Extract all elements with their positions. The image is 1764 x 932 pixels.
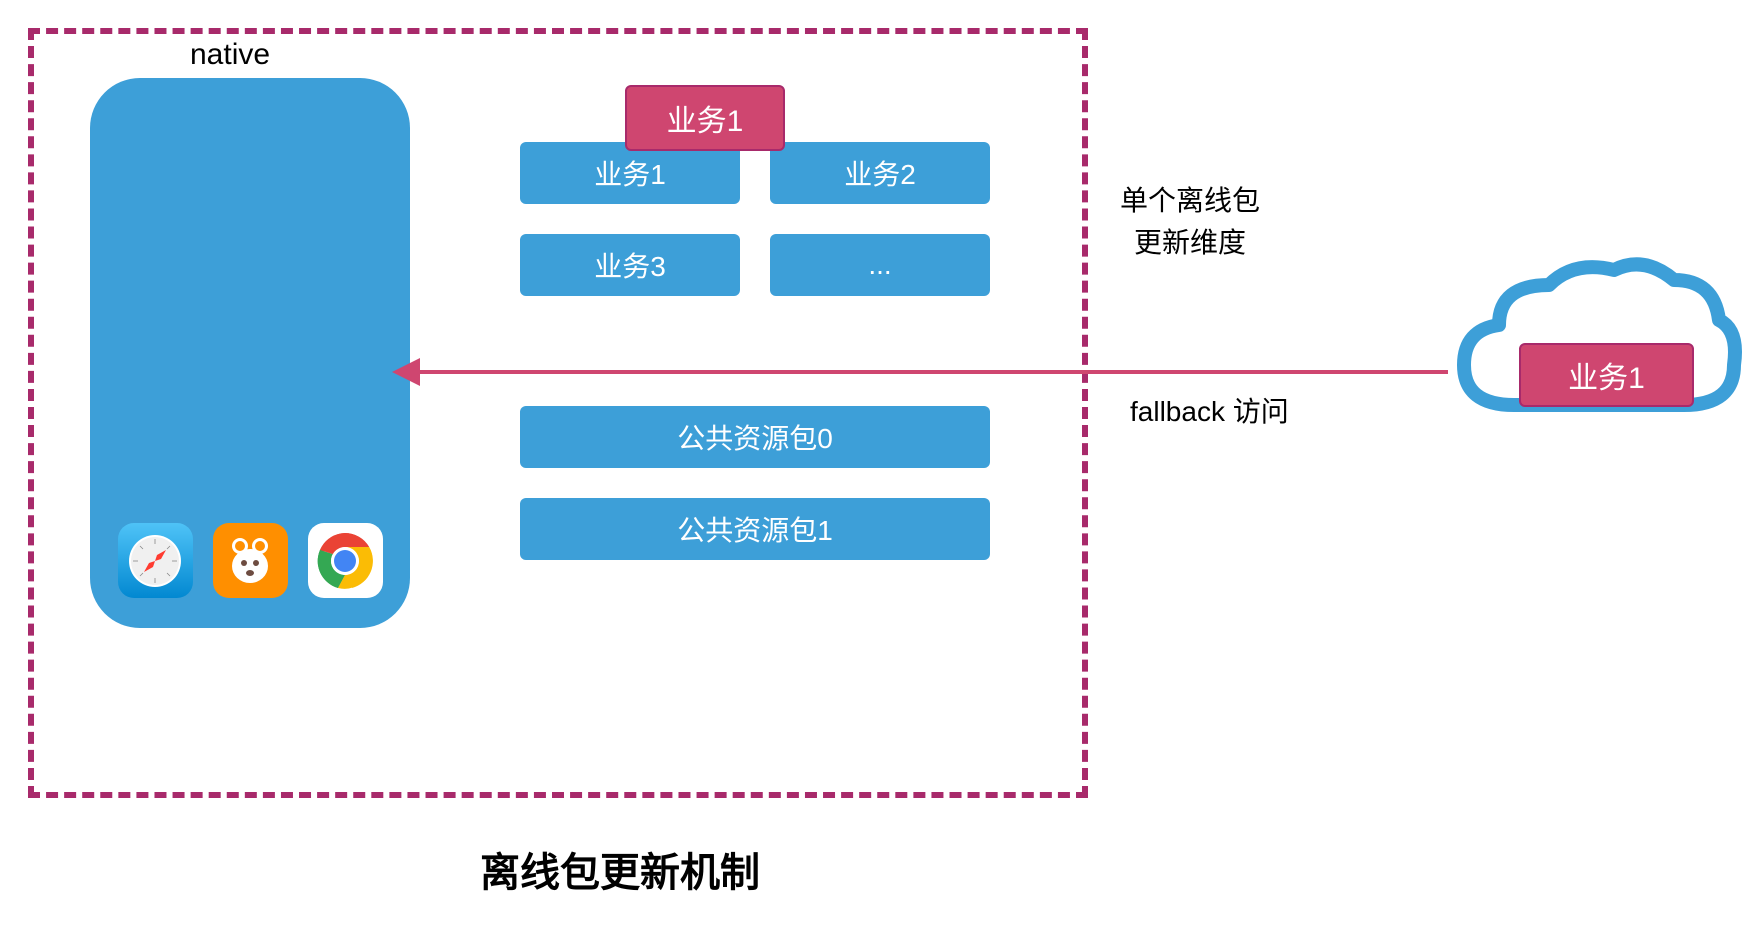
update-badge: 业务1 [625,85,785,151]
chrome-icon [308,523,383,598]
common-row-2: 公共资源包1 [520,498,990,560]
cloud-badge: 业务1 [1519,343,1694,407]
common-row-1: 公共资源包0 [520,406,990,468]
package-box: 业务1 [520,142,740,204]
packages-area: 业务1 业务2 业务3 ... 公共资源包0 公共资源包1 [520,142,990,590]
safari-icon [118,523,193,598]
native-label: native [190,38,270,72]
package-row-2: 业务3 ... [520,234,990,296]
common-package-box: 公共资源包0 [520,406,990,468]
label-line: 更新维度 [1120,222,1260,264]
phone-icon-row [90,523,410,598]
package-row-1: 业务1 业务2 [520,142,990,204]
package-box: 业务2 [770,142,990,204]
fallback-arrow-line [408,370,1448,374]
package-box: ... [770,234,990,296]
fallback-arrow-head [392,358,420,386]
package-box: 业务3 [520,234,740,296]
fallback-label: fallback 访问 [1130,390,1289,430]
single-update-label: 单个离线包 更新维度 [1120,180,1260,264]
uc-icon [213,523,288,598]
diagram-title: 离线包更新机制 [480,840,760,898]
common-package-box: 公共资源包1 [520,498,990,560]
label-line: 单个离线包 [1120,180,1260,222]
phone-device [90,78,410,628]
cloud: 业务1 [1444,245,1744,445]
